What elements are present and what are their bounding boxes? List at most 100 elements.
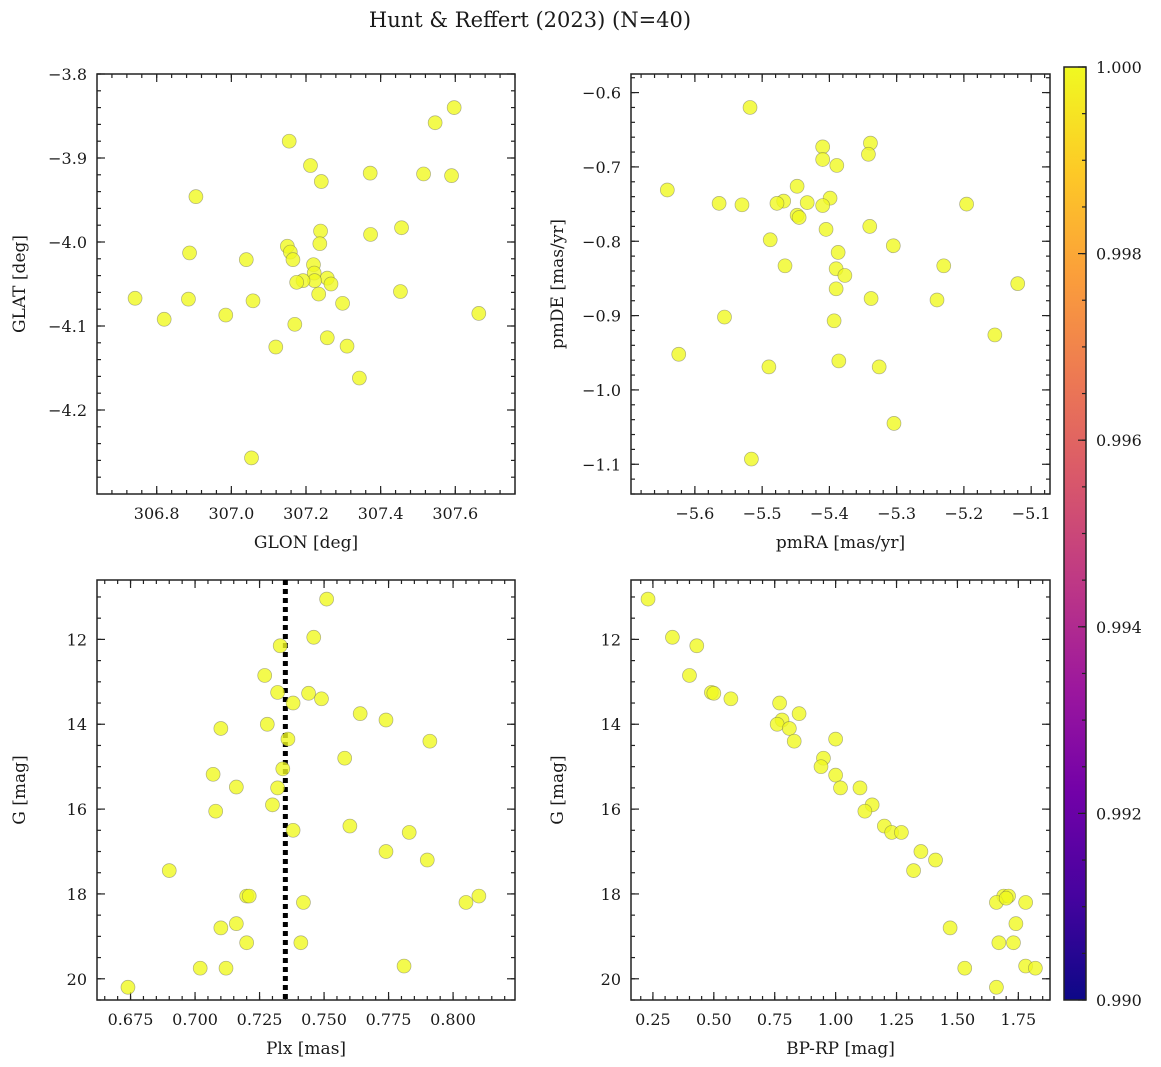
data-point [337, 750, 353, 766]
colorbar-tick-label: 0.994 [1096, 618, 1142, 637]
data-point [742, 100, 758, 115]
data-point [830, 245, 846, 260]
data-point [987, 327, 1003, 343]
panel-proper-motion: −5.6 −5.5 −5.4 −5.3 −5.2 −5.1 −0.6 −0.7 −0.8 −0.9… [548, 73, 1051, 553]
data-point [781, 721, 797, 736]
data-point [285, 822, 301, 838]
x-tick-label: 0.800 [430, 1010, 476, 1029]
y-tick-label: 12 [67, 630, 87, 649]
data-point [268, 339, 284, 355]
data-point [959, 196, 974, 212]
scatter-points [659, 100, 1026, 467]
data-point [275, 761, 291, 777]
y-tick-label: −3.8 [48, 65, 87, 84]
data-point [791, 706, 807, 721]
data-point [239, 935, 255, 951]
data-point [928, 852, 943, 868]
data-point [241, 888, 257, 904]
data-point [293, 935, 309, 951]
data-point [862, 219, 878, 234]
y-axis-label: G [mag] [548, 755, 568, 824]
data-point [871, 359, 887, 375]
data-point [936, 258, 952, 274]
data-point [422, 733, 438, 749]
data-point [829, 158, 845, 173]
x-tick-label: 1.00 [818, 1010, 854, 1029]
y-tick-label: 18 [67, 885, 87, 904]
data-point [280, 731, 296, 747]
data-point [813, 759, 829, 775]
data-point [913, 844, 929, 859]
data-point [682, 668, 697, 683]
data-point [894, 825, 909, 840]
data-point [313, 174, 329, 189]
x-tick-label: 306.8 [134, 504, 180, 523]
scatter-points [127, 100, 487, 466]
data-point [416, 166, 431, 182]
x-tick-label: 0.675 [108, 1010, 154, 1029]
data-point [306, 629, 322, 645]
data-point [265, 797, 280, 813]
colorbar-tick-label: 0.996 [1096, 431, 1142, 450]
data-point [828, 281, 844, 297]
data-point [281, 133, 297, 149]
data-point [777, 258, 793, 274]
data-point [285, 252, 301, 267]
x-tick-label: 0.50 [696, 1010, 732, 1029]
data-point [257, 668, 273, 683]
data-point [861, 146, 876, 162]
data-point [419, 852, 435, 868]
y-tick-label: 18 [601, 885, 621, 904]
y-tick-label: −0.9 [582, 307, 621, 326]
data-point [303, 158, 318, 173]
x-tick-label: 0.750 [301, 1010, 347, 1029]
data-point [1010, 276, 1026, 291]
x-tick-label: 0.25 [635, 1010, 671, 1029]
colorbar: 0.990 0.992 0.994 0.996 0.998 1.000 [1063, 58, 1142, 1010]
data-point [769, 195, 785, 211]
x-tick-label: 307.6 [432, 504, 478, 523]
y-tick-label: 20 [601, 970, 621, 989]
data-point [393, 284, 408, 299]
data-point [362, 165, 378, 181]
data-point [289, 274, 305, 290]
x-tick-label: 0.75 [757, 1010, 793, 1029]
y-tick-label: −4.1 [48, 317, 87, 336]
x-axis-label: BP-RP [mag] [786, 1039, 895, 1059]
data-point [815, 152, 831, 167]
data-point [427, 115, 443, 131]
y-tick-label: 14 [601, 715, 621, 734]
data-point [218, 960, 234, 976]
data-point [989, 979, 1004, 995]
data-point [208, 803, 224, 819]
y-axis-label: GLAT [deg] [10, 235, 30, 333]
data-point [640, 591, 656, 607]
data-point [1028, 960, 1043, 976]
data-point [734, 197, 750, 213]
x-tick-label: 1.25 [879, 1010, 915, 1029]
colorbar-tick-label: 1.000 [1096, 58, 1142, 77]
data-point [213, 721, 229, 736]
data-point [296, 895, 311, 910]
data-point [312, 236, 328, 252]
y-tick-label: −0.6 [582, 84, 621, 103]
data-point [957, 960, 973, 976]
data-point [401, 825, 417, 840]
data-point [378, 712, 394, 728]
data-point [471, 306, 487, 321]
data-point [127, 290, 143, 306]
x-tick-label: 307.0 [208, 504, 254, 523]
data-point [689, 638, 705, 654]
data-point [285, 695, 301, 711]
data-point [863, 291, 879, 306]
x-tick-label: 0.725 [237, 1010, 283, 1029]
data-point [314, 691, 329, 707]
data-point [323, 276, 339, 292]
data-point [339, 338, 355, 354]
data-point [1018, 895, 1033, 910]
data-point [929, 292, 945, 308]
colorbar-tick-label: 0.990 [1096, 991, 1142, 1010]
data-point [828, 767, 843, 783]
x-tick-label: −5.6 [675, 504, 714, 523]
panel-position: 306.8 307.0 307.2 307.4 307.6 −3.8 −3.9 −4.0 −4.… [10, 65, 516, 553]
